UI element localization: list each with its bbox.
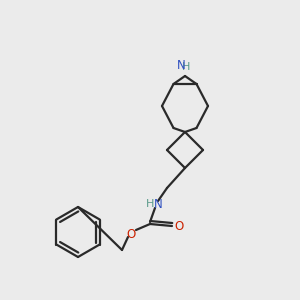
Text: H: H — [182, 62, 190, 72]
Text: N: N — [154, 197, 162, 211]
Text: O: O — [126, 227, 136, 241]
Text: H: H — [146, 199, 154, 209]
Text: N: N — [177, 59, 186, 72]
Text: O: O — [174, 220, 184, 232]
